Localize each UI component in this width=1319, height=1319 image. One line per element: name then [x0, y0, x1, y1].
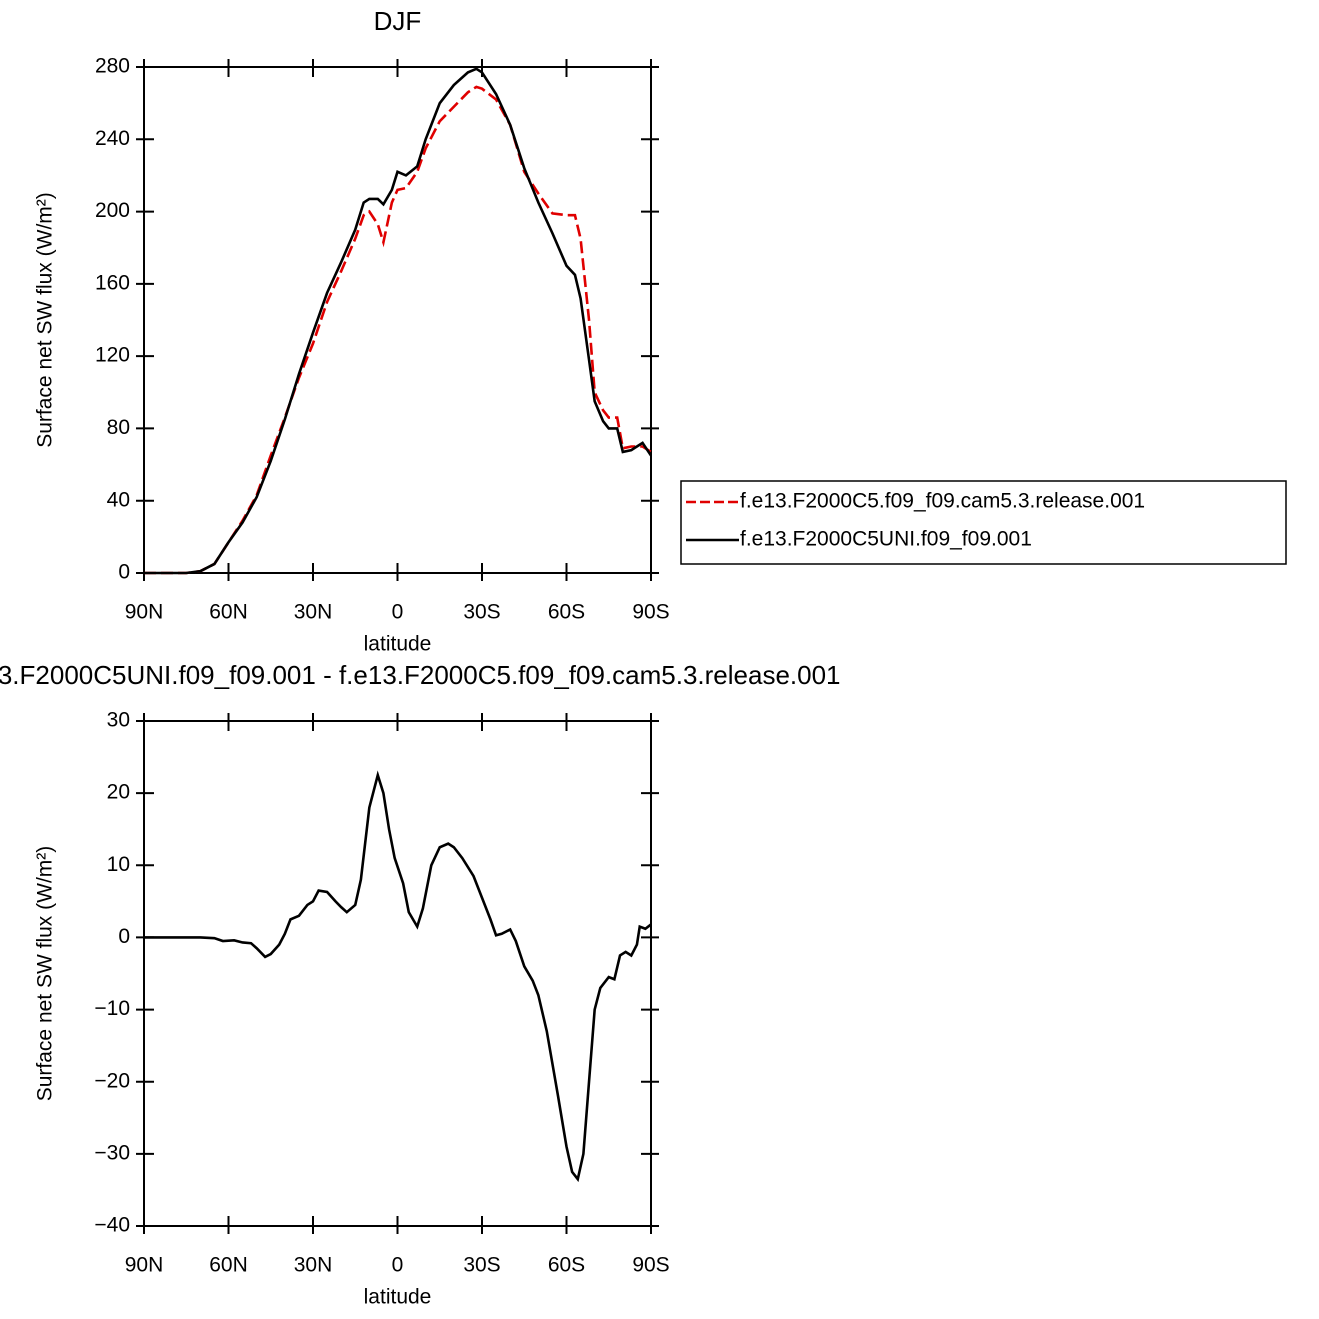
y-axis-label: Surface net SW flux (W/m²) — [34, 846, 57, 1102]
plot-frame — [143, 720, 652, 1227]
data-line — [144, 770, 652, 1183]
y-tick-label: −20 — [94, 1069, 130, 1092]
x-tick-label: 60S — [548, 601, 585, 624]
y-tick-label: 80 — [107, 416, 130, 439]
legend-label: f.e13.F2000C5.f09_f09.cam5.3.release.001 — [740, 490, 1145, 513]
legend-label: f.e13.F2000C5UNI.f09_f09.001 — [740, 528, 1032, 551]
x-tick-label: 90N — [125, 601, 164, 624]
y-tick-label: 40 — [107, 488, 130, 511]
x-tick-label: 90S — [632, 601, 669, 624]
x-tick-label: 0 — [392, 601, 404, 624]
x-axis-label: latitude — [364, 1286, 432, 1309]
y-tick-label: 200 — [95, 199, 130, 222]
y-tick-label: 0 — [118, 925, 130, 948]
x-tick-label: 60N — [209, 1254, 248, 1277]
x-tick-label: 30N — [294, 1254, 333, 1277]
x-tick-label: 30S — [463, 1254, 500, 1277]
y-tick-label: 10 — [107, 853, 130, 876]
chart-title: f.e13.F2000C5UNI.f09_f09.001 - f.e13.F20… — [0, 660, 841, 690]
x-tick-label: 90N — [125, 1254, 164, 1277]
y-tick-label: −30 — [94, 1141, 130, 1164]
y-tick-label: 30 — [107, 709, 130, 732]
x-tick-label: 0 — [392, 1254, 404, 1277]
y-tick-label: 120 — [95, 344, 130, 367]
x-tick-label: 60N — [209, 601, 248, 624]
x-tick-label: 60S — [548, 1254, 585, 1277]
x-tick-label: 90S — [632, 1254, 669, 1277]
y-tick-label: 0 — [118, 561, 130, 584]
y-tick-label: 240 — [95, 127, 130, 150]
y-tick-label: 280 — [95, 55, 130, 78]
y-tick-label: 160 — [95, 271, 130, 294]
data-line — [144, 67, 653, 575]
x-axis-label: latitude — [364, 633, 432, 656]
plot-frame — [143, 66, 652, 574]
y-tick-label: −10 — [94, 997, 130, 1020]
y-axis-label: Surface net SW flux (W/m²) — [34, 192, 57, 448]
legend-box — [680, 480, 1287, 565]
data-line — [144, 85, 652, 575]
chart-title: DJF — [374, 6, 422, 36]
y-tick-label: −40 — [94, 1214, 130, 1237]
x-tick-label: 30N — [294, 601, 333, 624]
x-tick-label: 30S — [463, 601, 500, 624]
y-tick-label: 20 — [107, 781, 130, 804]
